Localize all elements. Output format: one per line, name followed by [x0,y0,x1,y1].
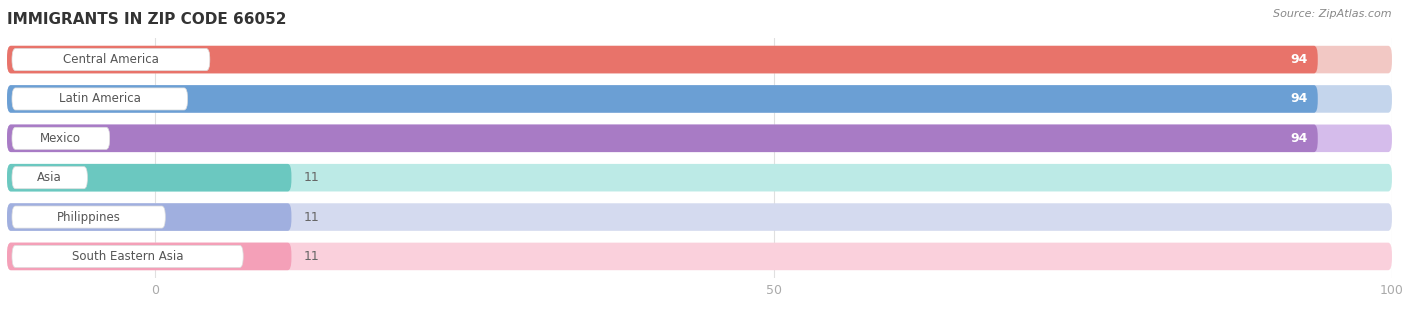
FancyBboxPatch shape [7,243,291,270]
Text: Central America: Central America [63,53,159,66]
Text: Asia: Asia [38,171,62,184]
FancyBboxPatch shape [13,246,243,267]
FancyBboxPatch shape [13,167,87,189]
FancyBboxPatch shape [7,125,1317,152]
Text: 11: 11 [304,250,319,263]
Text: Philippines: Philippines [56,210,121,223]
FancyBboxPatch shape [7,164,291,191]
Text: 94: 94 [1291,93,1308,106]
FancyBboxPatch shape [13,49,209,70]
FancyBboxPatch shape [13,88,187,110]
Text: 11: 11 [304,210,319,223]
FancyBboxPatch shape [13,127,110,149]
Text: Source: ZipAtlas.com: Source: ZipAtlas.com [1274,9,1392,20]
Text: IMMIGRANTS IN ZIP CODE 66052: IMMIGRANTS IN ZIP CODE 66052 [7,12,287,27]
FancyBboxPatch shape [7,85,1392,113]
Text: Mexico: Mexico [41,132,82,145]
FancyBboxPatch shape [13,206,166,228]
Text: 94: 94 [1291,132,1308,145]
FancyBboxPatch shape [7,46,1317,73]
FancyBboxPatch shape [7,85,1317,113]
Text: South Eastern Asia: South Eastern Asia [72,250,183,263]
FancyBboxPatch shape [7,203,291,231]
FancyBboxPatch shape [7,243,1392,270]
FancyBboxPatch shape [7,46,1392,73]
Text: Latin America: Latin America [59,93,141,106]
FancyBboxPatch shape [7,203,1392,231]
FancyBboxPatch shape [7,164,1392,191]
Text: 11: 11 [304,171,319,184]
FancyBboxPatch shape [7,125,1392,152]
Text: 94: 94 [1291,53,1308,66]
